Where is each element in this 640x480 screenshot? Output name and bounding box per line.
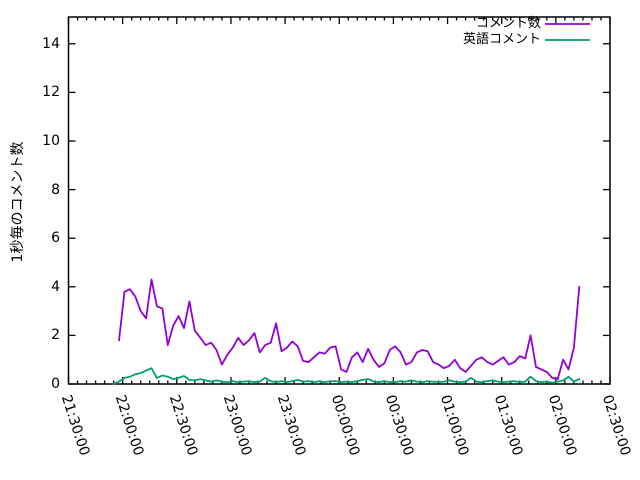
y-tick-label: 2 bbox=[51, 327, 60, 344]
y-tick-label: 6 bbox=[51, 230, 60, 247]
y-tick-label: 4 bbox=[51, 278, 60, 295]
y-tick-label: 0 bbox=[51, 376, 60, 392]
plot-border bbox=[67, 16, 611, 385]
y-tick-label: 12 bbox=[42, 84, 60, 101]
series-line-1 bbox=[112, 367, 581, 385]
y-tick-label: 10 bbox=[42, 133, 60, 149]
series-line-0 bbox=[118, 278, 581, 381]
legend-label-english-comments: 英語コメント bbox=[462, 32, 541, 47]
y-tick-label: 14 bbox=[42, 35, 60, 52]
y-tick-label: 8 bbox=[51, 181, 60, 198]
legend-label-comments: コメント数 bbox=[475, 16, 541, 31]
